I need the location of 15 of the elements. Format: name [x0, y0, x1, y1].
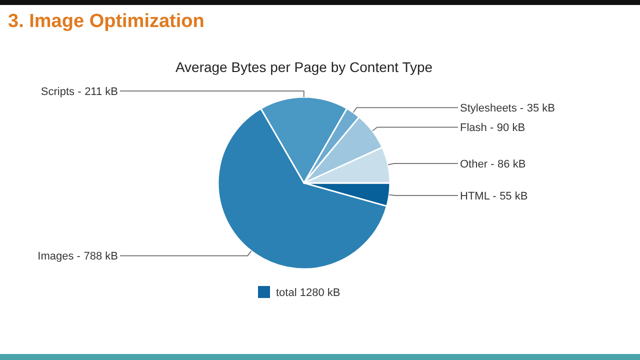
slice-label: Stylesheets -: [460, 102, 524, 114]
chart-title: 3. Image Optimization: [8, 11, 204, 32]
data-label: 90 kB: [496, 122, 526, 134]
slice-label: Other -: [460, 158, 495, 170]
data-label: 55 kB: [500, 190, 528, 202]
slice-label: Images -: [38, 250, 81, 263]
data-label: 211 kB: [84, 86, 118, 98]
slice-label: Flash -: [460, 122, 494, 134]
chart-subtitle: Average Bytes per Page by Content Type: [175, 59, 433, 75]
slice-label: Scripts -: [40, 86, 82, 98]
legend-label: total 1280 kB: [276, 286, 340, 299]
data-label: 35 kB: [526, 102, 556, 114]
data-label: 86 kB: [498, 158, 526, 170]
data-label: 788 kB: [84, 250, 118, 263]
slice-label: HTML -: [460, 190, 497, 202]
